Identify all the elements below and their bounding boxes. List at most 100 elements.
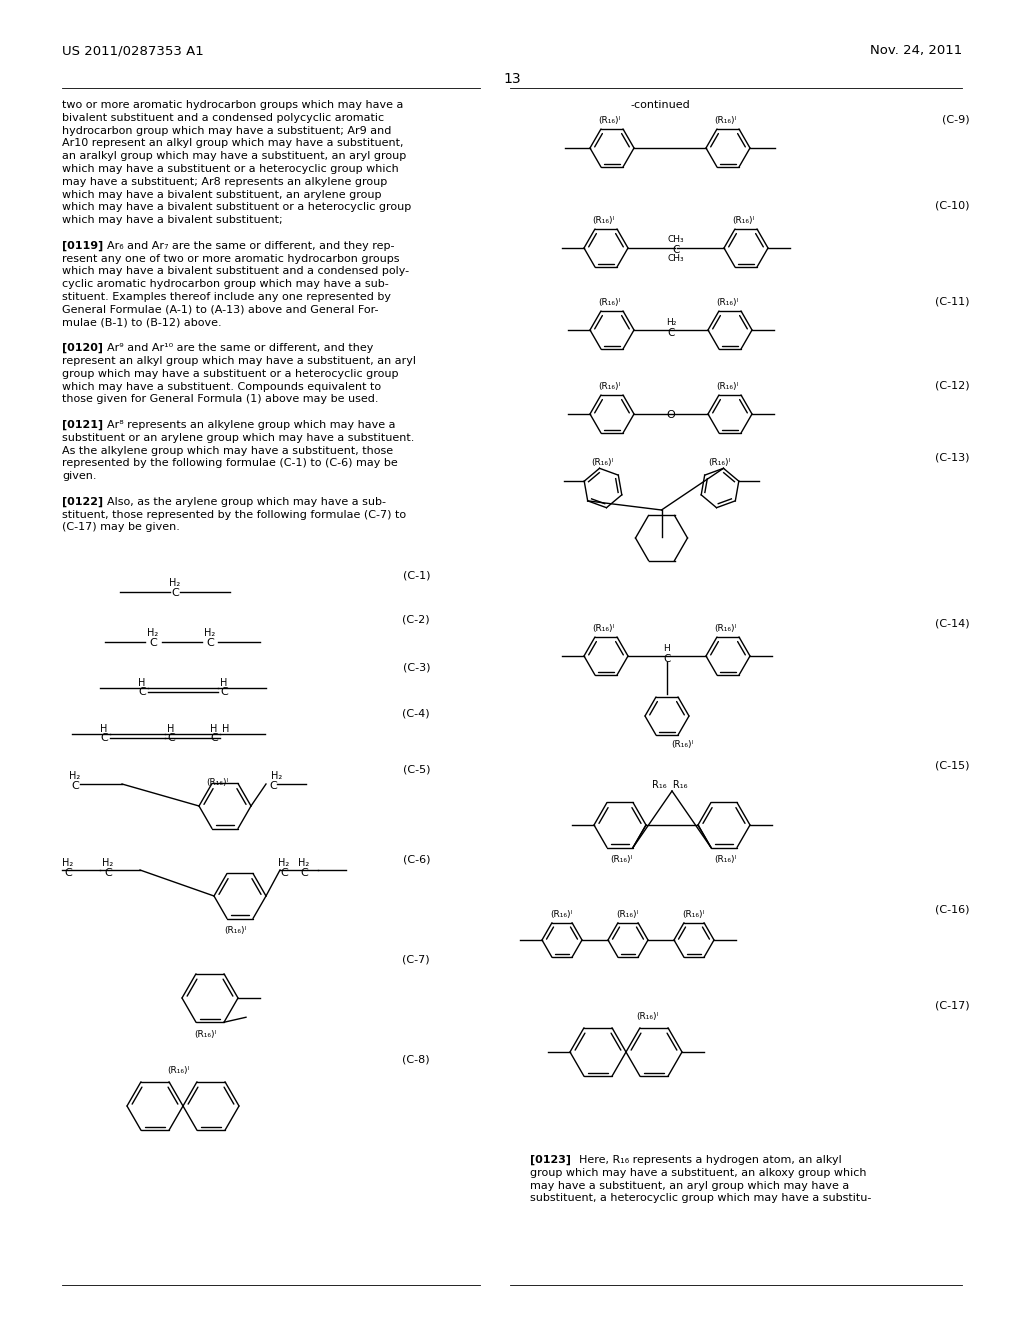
Text: C: C	[300, 869, 308, 878]
Text: [0121]: [0121]	[62, 420, 103, 430]
Text: US 2011/0287353 A1: US 2011/0287353 A1	[62, 44, 204, 57]
Text: (C-10): (C-10)	[936, 201, 970, 210]
Text: H₂: H₂	[205, 628, 216, 638]
Text: C: C	[206, 638, 214, 648]
Text: hydrocarbon group which may have a substituent; Ar9 and: hydrocarbon group which may have a subst…	[62, 125, 391, 136]
Text: C: C	[104, 869, 112, 878]
Text: (C-8): (C-8)	[402, 1053, 430, 1064]
Text: group which may have a substituent or a heterocyclic group: group which may have a substituent or a …	[62, 368, 398, 379]
Text: (R₁₆)ᴵ: (R₁₆)ᴵ	[550, 909, 572, 919]
Text: Also, as the arylene group which may have a sub-: Also, as the arylene group which may hav…	[100, 496, 386, 507]
Text: C: C	[269, 781, 276, 791]
Text: H: H	[138, 678, 145, 688]
Text: (C-7): (C-7)	[402, 954, 430, 964]
Text: Ar⁹ and Ar¹⁰ are the same or different, and they: Ar⁹ and Ar¹⁰ are the same or different, …	[100, 343, 374, 354]
Text: -continued: -continued	[630, 100, 690, 110]
Text: (R₁₆)ᴵ: (R₁₆)ᴵ	[714, 624, 736, 634]
Text: C: C	[100, 733, 108, 743]
Text: C: C	[668, 327, 675, 338]
Text: 13: 13	[503, 73, 521, 86]
Text: (R₁₆)ᴵ: (R₁₆)ᴵ	[598, 298, 621, 308]
Text: which may have a bivalent substituent and a condensed poly-: which may have a bivalent substituent an…	[62, 267, 410, 276]
Text: (R₁₆)ᴵ: (R₁₆)ᴵ	[636, 1012, 658, 1020]
Text: (C-12): (C-12)	[935, 380, 970, 389]
Text: (R₁₆)ᴵ: (R₁₆)ᴵ	[716, 381, 738, 391]
Text: (R₁₆)ᴵ: (R₁₆)ᴵ	[714, 855, 736, 865]
Text: (C-17): (C-17)	[935, 1001, 970, 1010]
Text: (R₁₆)ᴵ: (R₁₆)ᴵ	[206, 777, 228, 787]
Text: bivalent substituent and a condensed polycyclic aromatic: bivalent substituent and a condensed pol…	[62, 112, 384, 123]
Text: (R₁₆)ᴵ: (R₁₆)ᴵ	[716, 298, 738, 308]
Text: (R₁₆)ᴵ: (R₁₆)ᴵ	[591, 458, 613, 467]
Text: mulae (B-1) to (B-12) above.: mulae (B-1) to (B-12) above.	[62, 318, 221, 327]
Text: H: H	[222, 723, 229, 734]
Text: C: C	[171, 587, 179, 598]
Text: stituent, those represented by the following formulae (C-7) to: stituent, those represented by the follo…	[62, 510, 407, 520]
Text: (C-17) may be given.: (C-17) may be given.	[62, 523, 180, 532]
Text: (C-14): (C-14)	[935, 618, 970, 628]
Text: H₂: H₂	[279, 858, 290, 869]
Text: (C-11): (C-11)	[936, 296, 970, 306]
Text: H: H	[220, 678, 227, 688]
Text: (R₁₆)ᴵ: (R₁₆)ᴵ	[598, 381, 621, 391]
Text: General Formulae (A-1) to (A-13) above and General For-: General Formulae (A-1) to (A-13) above a…	[62, 305, 379, 314]
Text: C: C	[150, 638, 157, 648]
Text: (C-4): (C-4)	[402, 708, 430, 718]
Text: R₁₆  R₁₆: R₁₆ R₁₆	[652, 780, 688, 789]
Text: H: H	[167, 723, 175, 734]
Text: given.: given.	[62, 471, 96, 482]
Text: H: H	[664, 644, 671, 653]
Text: substituent, a heterocyclic group which may have a substitu-: substituent, a heterocyclic group which …	[530, 1193, 871, 1204]
Text: (C-9): (C-9)	[942, 115, 970, 125]
Text: which may have a substituent. Compounds equivalent to: which may have a substituent. Compounds …	[62, 381, 381, 392]
Text: C: C	[210, 733, 218, 743]
Text: those given for General Formula (1) above may be used.: those given for General Formula (1) abov…	[62, 395, 379, 404]
Text: (C-3): (C-3)	[402, 663, 430, 672]
Text: H₂: H₂	[70, 771, 81, 781]
Text: (R₁₆)ᴵ: (R₁₆)ᴵ	[194, 1030, 216, 1039]
Text: H₂: H₂	[666, 318, 676, 327]
Text: (C-6): (C-6)	[402, 854, 430, 865]
Text: CH₃: CH₃	[668, 235, 684, 244]
Text: H₂: H₂	[62, 858, 74, 869]
Text: C: C	[65, 869, 72, 878]
Text: C: C	[673, 246, 680, 255]
Text: (C-5): (C-5)	[402, 764, 430, 774]
Text: H₂: H₂	[169, 578, 180, 587]
Text: group which may have a substituent, an alkoxy group which: group which may have a substituent, an a…	[530, 1168, 866, 1177]
Text: (C-13): (C-13)	[936, 451, 970, 462]
Text: substituent or an arylene group which may have a substituent.: substituent or an arylene group which ma…	[62, 433, 415, 442]
Text: (R₁₆)ᴵ: (R₁₆)ᴵ	[682, 909, 705, 919]
Text: (R₁₆)ᴵ: (R₁₆)ᴵ	[671, 741, 693, 748]
Text: [0122]: [0122]	[62, 496, 103, 507]
Text: C: C	[71, 781, 79, 791]
Text: (R₁₆)ᴵ: (R₁₆)ᴵ	[224, 927, 246, 935]
Text: Ar₆ and Ar₇ are the same or different, and they rep-: Ar₆ and Ar₇ are the same or different, a…	[100, 240, 394, 251]
Text: Ar⁸ represents an alkylene group which may have a: Ar⁸ represents an alkylene group which m…	[100, 420, 395, 430]
Text: Nov. 24, 2011: Nov. 24, 2011	[869, 44, 962, 57]
Text: (R₁₆)ᴵ: (R₁₆)ᴵ	[610, 855, 632, 865]
Text: (R₁₆)ᴵ: (R₁₆)ᴵ	[592, 216, 614, 224]
Text: H: H	[210, 723, 218, 734]
Text: (C-15): (C-15)	[936, 760, 970, 770]
Text: C: C	[138, 686, 145, 697]
Text: which may have a bivalent substituent;: which may have a bivalent substituent;	[62, 215, 283, 226]
Text: C: C	[281, 869, 288, 878]
Text: which may have a bivalent substituent, an arylene group: which may have a bivalent substituent, a…	[62, 190, 382, 199]
Text: (C-2): (C-2)	[402, 614, 430, 624]
Text: stituent. Examples thereof include any one represented by: stituent. Examples thereof include any o…	[62, 292, 391, 302]
Text: C: C	[664, 653, 671, 664]
Text: C: C	[220, 686, 228, 697]
Text: may have a substituent, an aryl group which may have a: may have a substituent, an aryl group wh…	[530, 1180, 849, 1191]
Text: which may have a substituent or a heterocyclic group which: which may have a substituent or a hetero…	[62, 164, 398, 174]
Text: C: C	[167, 733, 175, 743]
Text: (C-1): (C-1)	[402, 570, 430, 579]
Text: As the alkylene group which may have a substituent, those: As the alkylene group which may have a s…	[62, 446, 393, 455]
Text: (R₁₆)ᴵ: (R₁₆)ᴵ	[732, 216, 754, 224]
Text: an aralkyl group which may have a substituent, an aryl group: an aralkyl group which may have a substi…	[62, 152, 407, 161]
Text: represent an alkyl group which may have a substituent, an aryl: represent an alkyl group which may have …	[62, 356, 416, 366]
Text: (R₁₆)ᴵ: (R₁₆)ᴵ	[714, 116, 736, 125]
Text: two or more aromatic hydrocarbon groups which may have a: two or more aromatic hydrocarbon groups …	[62, 100, 403, 110]
Text: cyclic aromatic hydrocarbon group which may have a sub-: cyclic aromatic hydrocarbon group which …	[62, 280, 389, 289]
Text: H₂: H₂	[147, 628, 159, 638]
